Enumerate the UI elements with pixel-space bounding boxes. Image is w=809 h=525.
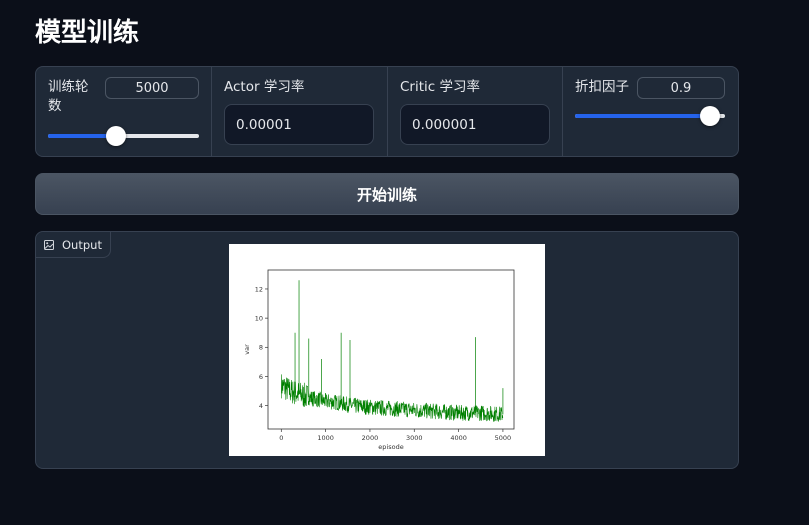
discount-slider[interactable] [575, 106, 725, 126]
epochs-number-input[interactable] [105, 77, 199, 99]
critic-lr-param: Critic 学习率 [388, 67, 563, 156]
parameter-panel: 训练轮数 Actor 学习率 Critic 学习率 折扣因子 [35, 66, 739, 157]
actor-lr-input[interactable] [224, 104, 374, 145]
actor-lr-param: Actor 学习率 [212, 67, 388, 156]
actor-lr-label: Actor 学习率 [224, 79, 305, 95]
x-tick-label: 4000 [450, 434, 467, 442]
y-tick-label: 4 [259, 402, 263, 410]
x-tick-label: 5000 [495, 434, 512, 442]
x-axis-label: episode [378, 443, 403, 451]
output-label: Output [62, 237, 102, 252]
series-line [281, 374, 504, 422]
epochs-param: 训练轮数 [36, 67, 212, 156]
y-axis-label: var [243, 344, 251, 355]
epochs-slider-thumb[interactable] [105, 126, 126, 146]
output-label-tab: Output [36, 232, 111, 258]
discount-param: 折扣因子 [563, 67, 738, 156]
critic-lr-label: Critic 学习率 [400, 79, 480, 95]
critic-lr-input[interactable] [400, 104, 550, 145]
plot-frame [267, 269, 515, 430]
y-tick-label: 12 [255, 285, 263, 293]
start-training-button[interactable]: 开始训练 [35, 173, 739, 215]
page-title: 模型训练 [35, 18, 140, 48]
training-chart: 0 1000 2000 3000 4000 5000 4 6 8 10 12 episode var [243, 269, 515, 451]
x-tick-label: 2000 [362, 434, 379, 442]
output-plot-image: 0 1000 2000 3000 4000 5000 4 6 8 10 12 episode var [229, 244, 545, 456]
x-tick-label: 0 [279, 434, 283, 442]
discount-slider-fill [575, 114, 710, 118]
y-tick-label: 8 [259, 344, 263, 352]
x-tick-label: 1000 [317, 434, 334, 442]
epochs-slider-fill [48, 134, 116, 138]
discount-label: 折扣因子 [575, 79, 629, 95]
discount-slider-thumb[interactable] [700, 106, 720, 126]
y-tick-label: 10 [255, 314, 263, 322]
epochs-label: 训练轮数 [48, 79, 89, 114]
discount-number-input[interactable] [637, 77, 725, 99]
output-panel: Output 0 1000 2000 3000 4000 5000 4 6 8 10 12 episo… [35, 231, 739, 469]
y-tick-label: 6 [259, 373, 263, 381]
epochs-slider[interactable] [48, 126, 199, 146]
image-icon [44, 239, 54, 250]
x-tick-label: 3000 [406, 434, 423, 442]
